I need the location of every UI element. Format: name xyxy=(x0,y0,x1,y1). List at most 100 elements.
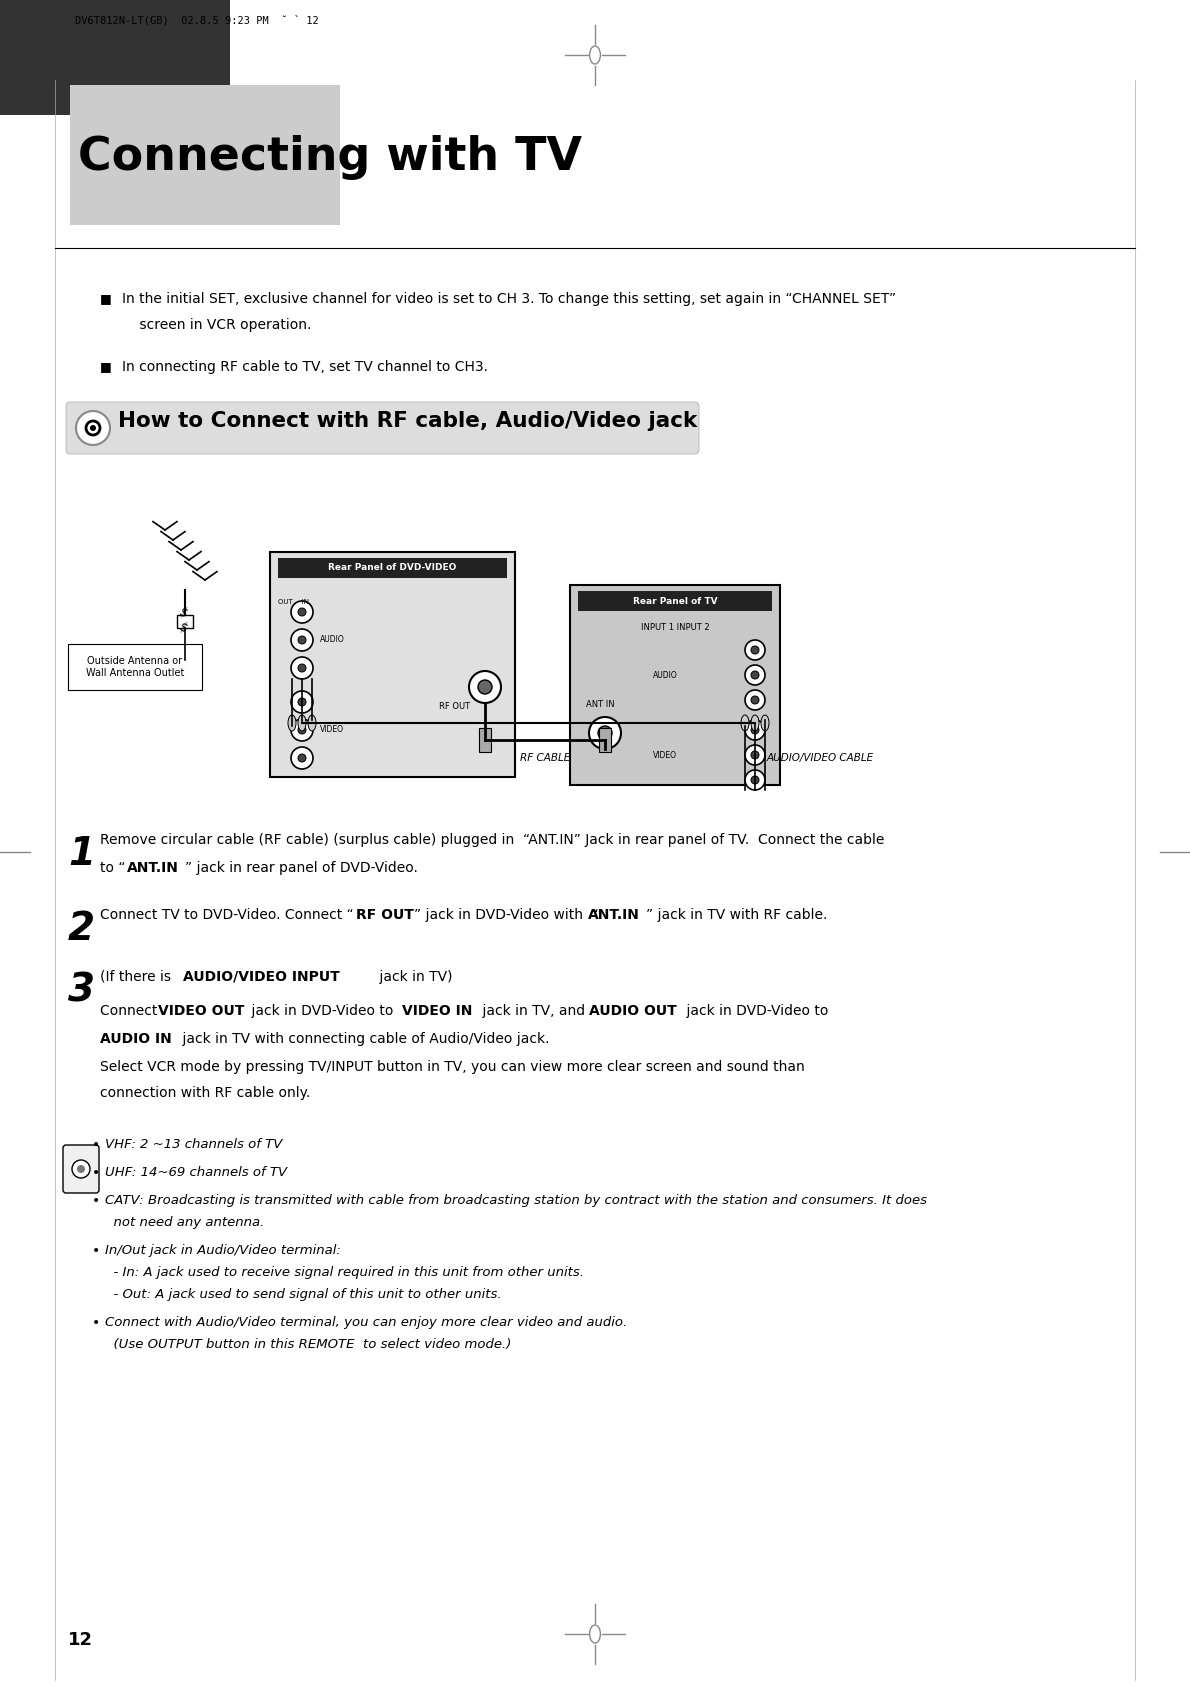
Circle shape xyxy=(298,636,306,644)
Text: Connecting with TV: Connecting with TV xyxy=(79,135,582,181)
Circle shape xyxy=(745,745,765,765)
Text: ANT.IN: ANT.IN xyxy=(127,861,178,874)
Text: Rear Panel of TV: Rear Panel of TV xyxy=(633,596,718,605)
Circle shape xyxy=(298,665,306,671)
Text: to “: to “ xyxy=(100,861,125,874)
Circle shape xyxy=(599,726,612,740)
Ellipse shape xyxy=(298,716,306,731)
Circle shape xyxy=(292,658,313,678)
Text: Rear Panel of DVD-VIDEO: Rear Panel of DVD-VIDEO xyxy=(328,564,457,573)
Bar xyxy=(480,728,491,751)
Bar xyxy=(177,615,193,629)
FancyBboxPatch shape xyxy=(270,552,515,777)
Text: DV6T812N-LT(GB)  02.8.5 9:23 PM  ˘ ` 12: DV6T812N-LT(GB) 02.8.5 9:23 PM ˘ ` 12 xyxy=(75,15,319,26)
Text: AUDIO IN: AUDIO IN xyxy=(100,1033,171,1046)
Text: VIDEO: VIDEO xyxy=(320,726,344,734)
FancyBboxPatch shape xyxy=(70,85,340,225)
Text: 3: 3 xyxy=(68,971,95,1010)
Text: (Use OUTPUT button in this REMOTE  to select video mode.): (Use OUTPUT button in this REMOTE to sel… xyxy=(105,1338,512,1351)
Circle shape xyxy=(292,692,313,712)
Text: ANT IN: ANT IN xyxy=(585,700,614,709)
Text: AUDIO/VIDEO INPUT: AUDIO/VIDEO INPUT xyxy=(183,970,340,983)
Circle shape xyxy=(751,695,759,704)
Circle shape xyxy=(751,775,759,784)
Text: •: • xyxy=(92,1138,100,1152)
Text: VHF: 2 ~13 channels of TV: VHF: 2 ~13 channels of TV xyxy=(105,1138,282,1150)
Text: •: • xyxy=(92,1244,100,1258)
Text: Outside Antenna or
Wall Antenna Outlet: Outside Antenna or Wall Antenna Outlet xyxy=(86,656,184,678)
Text: How to Connect with RF cable, Audio/Video jack: How to Connect with RF cable, Audio/Vide… xyxy=(118,411,697,431)
FancyBboxPatch shape xyxy=(63,1145,99,1193)
Circle shape xyxy=(76,411,109,445)
Text: Remove circular cable (RF cable) (surplus cable) plugged in  “ANT.IN” Jack in re: Remove circular cable (RF cable) (surplu… xyxy=(100,833,884,847)
Text: Select VCR mode by pressing TV/INPUT button in TV, you can view more clear scree: Select VCR mode by pressing TV/INPUT but… xyxy=(100,1060,804,1074)
Text: RF OUT: RF OUT xyxy=(439,702,470,711)
Text: 1: 1 xyxy=(68,835,95,872)
Circle shape xyxy=(77,1166,84,1172)
FancyBboxPatch shape xyxy=(278,557,507,578)
FancyBboxPatch shape xyxy=(0,0,230,114)
Text: ■: ■ xyxy=(100,291,112,305)
Text: Connect TV to DVD-Video. Connect “: Connect TV to DVD-Video. Connect “ xyxy=(100,908,353,922)
Text: jack in TV with connecting cable of Audio/Video jack.: jack in TV with connecting cable of Audi… xyxy=(178,1033,550,1046)
Text: AUDIO/VIDEO CABLE: AUDIO/VIDEO CABLE xyxy=(766,753,873,763)
FancyBboxPatch shape xyxy=(68,644,202,690)
Bar xyxy=(599,728,610,751)
Text: •: • xyxy=(92,1315,100,1331)
Text: CATV: Broadcasting is transmitted with cable from broadcasting station by contra: CATV: Broadcasting is transmitted with c… xyxy=(105,1195,927,1206)
Text: Connect: Connect xyxy=(100,1004,162,1017)
Text: ” jack in rear panel of DVD-Video.: ” jack in rear panel of DVD-Video. xyxy=(184,861,418,874)
Circle shape xyxy=(745,690,765,711)
Text: ■: ■ xyxy=(100,360,112,373)
Ellipse shape xyxy=(741,716,749,731)
Text: RF OUT: RF OUT xyxy=(356,908,414,922)
Text: 2: 2 xyxy=(68,910,95,947)
Circle shape xyxy=(298,726,306,734)
Text: INPUT 1 INPUT 2: INPUT 1 INPUT 2 xyxy=(640,624,709,632)
FancyBboxPatch shape xyxy=(570,584,779,786)
FancyBboxPatch shape xyxy=(578,591,772,612)
Text: VIDEO IN: VIDEO IN xyxy=(402,1004,472,1017)
Text: 12: 12 xyxy=(68,1631,93,1649)
Text: In connecting RF cable to TV, set TV channel to CH3.: In connecting RF cable to TV, set TV cha… xyxy=(123,360,488,373)
Text: (If there is: (If there is xyxy=(100,970,175,983)
Text: jack in DVD-Video to: jack in DVD-Video to xyxy=(682,1004,828,1017)
Text: not need any antenna.: not need any antenna. xyxy=(105,1217,264,1229)
Text: In/Out jack in Audio/Video terminal:: In/Out jack in Audio/Video terminal: xyxy=(105,1244,340,1258)
Circle shape xyxy=(469,671,501,704)
Circle shape xyxy=(292,602,313,624)
Text: In the initial SET, exclusive channel for video is set to CH 3. To change this s: In the initial SET, exclusive channel fo… xyxy=(123,291,896,307)
Text: ” jack in TV with RF cable.: ” jack in TV with RF cable. xyxy=(646,908,827,922)
Text: OUT    IN: OUT IN xyxy=(278,600,309,605)
Text: jack in TV): jack in TV) xyxy=(375,970,452,983)
Circle shape xyxy=(90,424,96,431)
Text: AUDIO OUT: AUDIO OUT xyxy=(589,1004,677,1017)
Text: AUDIO: AUDIO xyxy=(320,636,345,644)
Text: •: • xyxy=(92,1195,100,1208)
Text: Connect with Audio/Video terminal, you can enjoy more clear video and audio.: Connect with Audio/Video terminal, you c… xyxy=(105,1315,627,1329)
Text: AUDIO: AUDIO xyxy=(652,670,677,680)
Circle shape xyxy=(73,1160,90,1177)
Circle shape xyxy=(751,646,759,654)
Circle shape xyxy=(298,608,306,617)
Circle shape xyxy=(292,746,313,769)
Text: VIDEO OUT: VIDEO OUT xyxy=(158,1004,244,1017)
Text: jack in TV, and: jack in TV, and xyxy=(478,1004,589,1017)
Text: $: $ xyxy=(177,605,190,620)
Text: - In: A jack used to receive signal required in this unit from other units.: - In: A jack used to receive signal requ… xyxy=(105,1266,584,1280)
Circle shape xyxy=(751,726,759,734)
Text: VIDEO: VIDEO xyxy=(653,750,677,760)
Text: connection with RF cable only.: connection with RF cable only. xyxy=(100,1085,311,1101)
Text: $: $ xyxy=(177,620,190,636)
Circle shape xyxy=(298,699,306,705)
Text: ” jack in DVD-Video with  “: ” jack in DVD-Video with “ xyxy=(414,908,599,922)
Text: UHF: 14~69 channels of TV: UHF: 14~69 channels of TV xyxy=(105,1166,287,1179)
Text: jack in DVD-Video to: jack in DVD-Video to xyxy=(248,1004,397,1017)
Circle shape xyxy=(745,665,765,685)
Circle shape xyxy=(478,680,491,694)
Circle shape xyxy=(751,751,759,758)
Ellipse shape xyxy=(760,716,769,731)
Circle shape xyxy=(745,721,765,740)
Ellipse shape xyxy=(308,716,317,731)
Text: RF CABLE: RF CABLE xyxy=(520,753,570,763)
